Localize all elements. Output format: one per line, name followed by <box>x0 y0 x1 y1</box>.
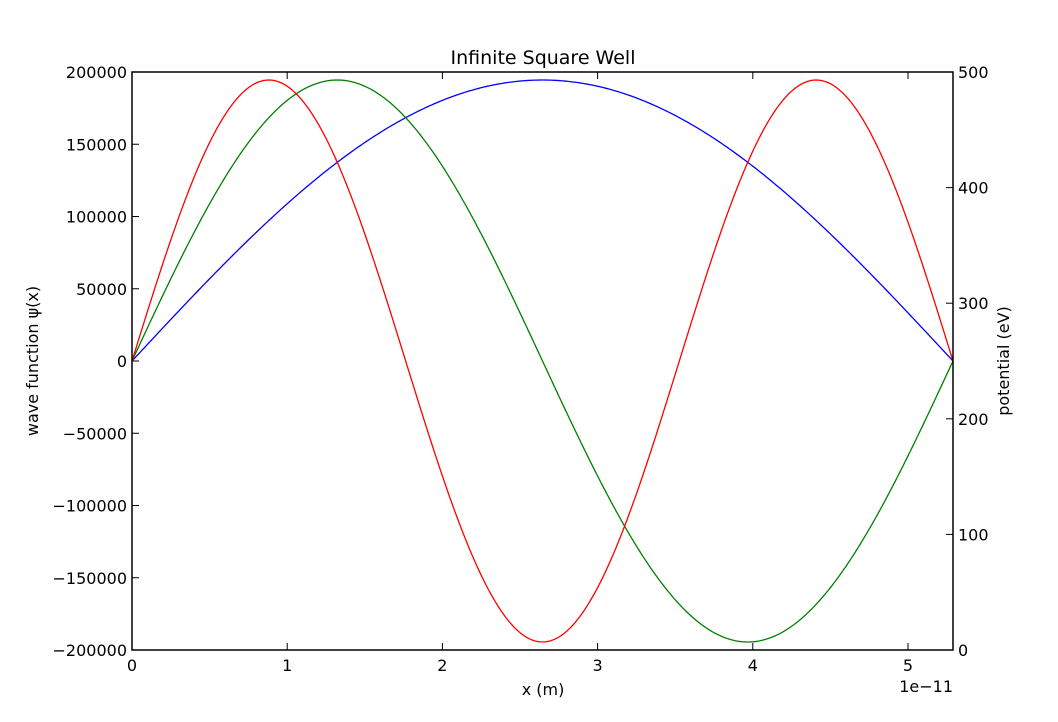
y-right-tick-label: 300 <box>958 294 989 313</box>
chart-title: Infinite Square Well <box>451 47 636 69</box>
x-tick-label: 0 <box>127 656 137 675</box>
y-tick-label: 50000 <box>76 280 127 299</box>
x-tick-label: 1 <box>282 656 292 675</box>
y-right-tick-label: 100 <box>958 525 989 544</box>
y-axis-label-left: wave function ψ(x) <box>23 286 42 436</box>
series-line-mode-3 <box>132 79 953 643</box>
y-right-tick-label: 200 <box>958 410 989 429</box>
y-tick-label: −200000 <box>53 641 127 660</box>
y-tick-label: 0 <box>117 352 127 371</box>
y-right-tick-label: 0 <box>958 641 968 660</box>
y-tick-label: −150000 <box>53 569 127 588</box>
y-right-tick-label: 500 <box>958 63 989 82</box>
series-line-mode-1 <box>132 79 953 362</box>
series-layer <box>132 79 953 643</box>
x-tick-label: 5 <box>903 656 913 675</box>
plot-area <box>132 79 953 643</box>
series-line-mode-2 <box>132 79 953 643</box>
x-axis: 0 1 2 3 4 5 <box>127 72 913 675</box>
y-tick-label: −100000 <box>53 497 127 516</box>
y-axis-right: 500 400 300 200 100 0 <box>946 63 989 660</box>
y-tick-label: 150000 <box>66 135 127 154</box>
y-axis-left: 200000 150000 100000 50000 0 −50000 −100000 −15… <box>53 63 139 660</box>
x-offset-label: 1e−11 <box>899 677 953 696</box>
y-tick-label: 200000 <box>66 63 127 82</box>
x-tick-label: 2 <box>437 656 447 675</box>
y-right-tick-label: 400 <box>958 179 989 198</box>
y-tick-label: −50000 <box>63 424 127 443</box>
y-tick-label: 100000 <box>66 208 127 227</box>
x-axis-label: x (m) <box>522 680 565 699</box>
y-axis-label-right: potential (eV) <box>994 306 1013 416</box>
x-tick-label: 4 <box>748 656 758 675</box>
x-tick-label: 3 <box>593 656 603 675</box>
